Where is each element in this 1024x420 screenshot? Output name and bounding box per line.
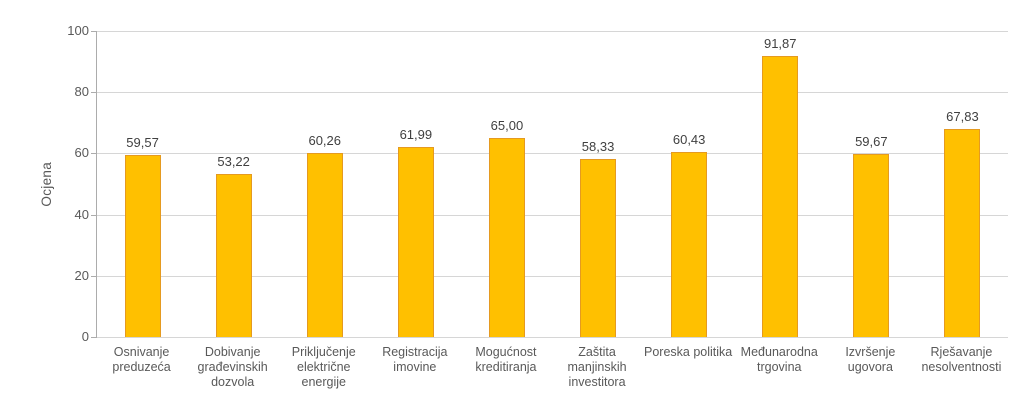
- bar-2: [215, 174, 252, 337]
- y-tick-mark-100: [91, 31, 97, 32]
- x-label-1: Osnivanje preduzeća: [112, 345, 171, 374]
- bar-6: [580, 158, 617, 337]
- y-tick-mark-20: [91, 275, 97, 277]
- bar-7: [671, 152, 708, 337]
- gridline-60: [97, 153, 1008, 155]
- y-tick-label-60: 60: [74, 145, 89, 161]
- y-tick-mark-80: [91, 92, 97, 94]
- y-tick-label-80: 80: [74, 84, 89, 100]
- bar-1: [124, 154, 161, 337]
- y-axis-title: Ocjena: [36, 31, 56, 337]
- value-label-7: 60,43: [672, 132, 706, 148]
- x-label-9: Izvršenje ugovora: [845, 345, 896, 374]
- value-label-1: 59,57: [126, 134, 159, 150]
- x-label-8: Međunarodna trgovina: [740, 345, 818, 374]
- value-label-4: 61,99: [399, 127, 433, 143]
- value-label-8: 91,87: [763, 35, 797, 51]
- plot-area: 0 20 40 60 80 100 59,57 53,22 60,26 61,99 65,00 58…: [67, 23, 1008, 344]
- bar-4: [397, 147, 434, 337]
- bar-8: [762, 55, 799, 337]
- gridline-100: [97, 31, 1008, 32]
- y-tick-label-0: 0: [81, 329, 89, 344]
- x-label-2: Dobivanje građevinskih dozvola: [197, 345, 268, 389]
- value-label-2: 53,22: [217, 154, 250, 170]
- y-tick-mark-40: [91, 214, 97, 216]
- y-axis-title-text: Ocjena: [38, 161, 54, 207]
- value-label-5: 65,00: [490, 118, 524, 134]
- value-label-10: 67,83: [946, 109, 979, 125]
- x-label-4: Registracija imovine: [382, 345, 448, 374]
- x-axis-labels: Osnivanje preduzeća Dobivanje građevinski…: [96, 345, 1007, 415]
- x-label-10: Rješavanje nesolventnosti: [921, 345, 1002, 374]
- x-label-3: Priključenje električne energije: [291, 345, 356, 389]
- gridline-20: [97, 275, 1008, 277]
- y-tick-label-100: 100: [67, 23, 89, 38]
- value-label-9: 59,67: [855, 134, 888, 150]
- bar-10: [944, 129, 981, 337]
- y-tick-label-40: 40: [74, 206, 89, 222]
- bar-3: [306, 152, 343, 337]
- bar-5: [488, 138, 525, 337]
- gridline-40: [97, 214, 1008, 216]
- x-label-5: Mogućnost kreditiranja: [475, 345, 537, 374]
- bar-9: [853, 154, 890, 337]
- value-label-6: 58,33: [581, 138, 615, 154]
- y-tick-mark-60: [91, 153, 97, 155]
- y-tick-label-20: 20: [74, 267, 89, 283]
- value-label-3: 60,26: [308, 132, 342, 148]
- x-label-6: Zaštita manjinskih investitora: [567, 345, 627, 389]
- y-tick-mark-0: [91, 337, 97, 338]
- x-label-7: Poreska politika: [644, 345, 733, 359]
- gridline-80: [97, 92, 1008, 94]
